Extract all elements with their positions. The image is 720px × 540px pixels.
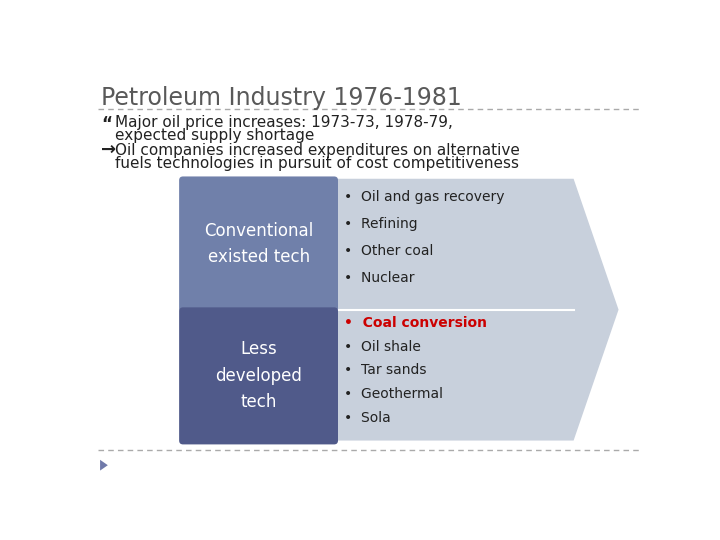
Text: “: “	[101, 115, 112, 133]
Text: •  Refining: • Refining	[344, 217, 418, 231]
Text: expected supply shortage: expected supply shortage	[114, 128, 314, 143]
FancyBboxPatch shape	[179, 177, 338, 312]
Text: fuels technologies in pursuit of cost competitiveness: fuels technologies in pursuit of cost co…	[114, 156, 519, 171]
Text: •  Oil shale: • Oil shale	[344, 340, 421, 354]
Text: •  Sola: • Sola	[344, 411, 391, 425]
Text: •  Other coal: • Other coal	[344, 244, 433, 258]
Text: Less
developed
tech: Less developed tech	[215, 341, 302, 411]
Text: •  Coal conversion: • Coal conversion	[344, 316, 487, 330]
Text: Major oil price increases: 1973-73, 1978-79,: Major oil price increases: 1973-73, 1978…	[114, 115, 453, 130]
Text: →: →	[101, 141, 116, 159]
Text: •  Oil and gas recovery: • Oil and gas recovery	[344, 190, 505, 204]
Text: •  Nuclear: • Nuclear	[344, 272, 415, 285]
FancyBboxPatch shape	[179, 307, 338, 444]
Text: Conventional
existed tech: Conventional existed tech	[204, 222, 313, 266]
Text: Petroleum Industry 1976-1981: Petroleum Industry 1976-1981	[101, 86, 462, 110]
Text: •  Tar sands: • Tar sands	[344, 363, 427, 377]
Text: Oil companies increased expenditures on alternative: Oil companies increased expenditures on …	[114, 143, 520, 158]
Polygon shape	[100, 460, 108, 470]
Text: •  Geothermal: • Geothermal	[344, 387, 444, 401]
Polygon shape	[181, 179, 618, 441]
